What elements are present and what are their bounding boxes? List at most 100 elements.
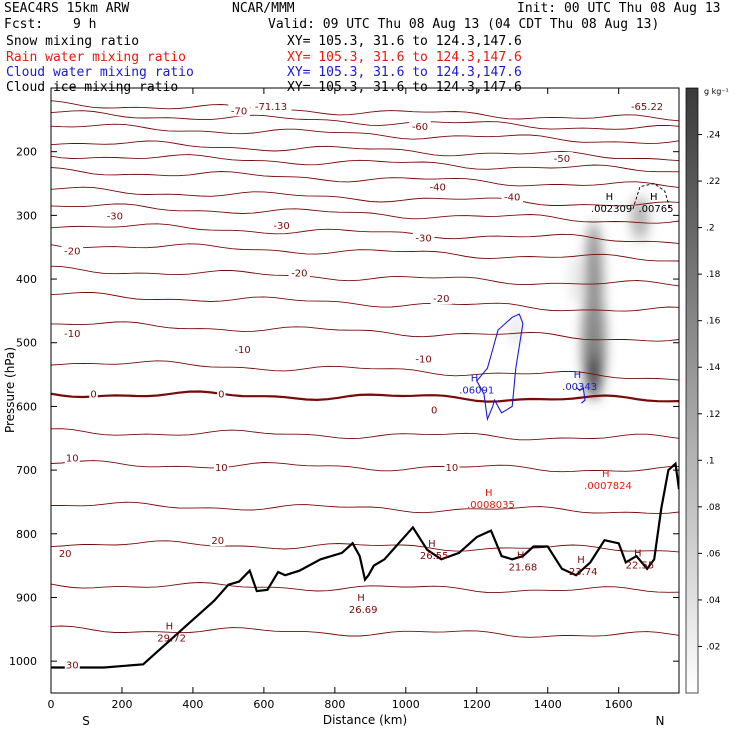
high-value-label: 26.55 xyxy=(420,551,449,562)
isotherm-contour xyxy=(51,265,679,287)
high-value-label: 26.69 xyxy=(349,605,378,616)
x-axis-right-end: N xyxy=(656,714,665,728)
isotherm-contour xyxy=(51,582,679,594)
high-value-label: .0007824 xyxy=(584,481,632,492)
contour-label-bg xyxy=(213,460,229,473)
field-cloudwater-name: Cloud water mixing ratio xyxy=(6,65,194,80)
colorbar-tick-label: .12 xyxy=(706,410,720,420)
isotherm-contour xyxy=(51,460,679,473)
forecast-label: Fcst: xyxy=(4,17,44,32)
colorbar-tick-label: .1 xyxy=(706,456,715,466)
contour-label-bg xyxy=(412,231,435,244)
field-rain-xy: XY= 105.3, 31.6 to 124.3,147.6 xyxy=(287,50,522,65)
high-marker: H xyxy=(606,192,614,203)
contour-label: -30 xyxy=(415,234,431,245)
high-value-label: .00343 xyxy=(562,382,597,393)
contour-label-bg xyxy=(57,546,73,559)
y-axis-label: Pressure (hPa) xyxy=(3,347,17,433)
x-tick-label: 0 xyxy=(48,698,55,711)
high-marker: H xyxy=(166,622,174,633)
y-tick-label: 200 xyxy=(16,146,37,159)
colorbar-tick-label: .06 xyxy=(706,549,721,559)
org-label: NCAR/MMM xyxy=(232,1,295,16)
contour-label-bg xyxy=(250,99,292,112)
x-tick-label: 1200 xyxy=(463,698,491,711)
colorbar-tick-label: .18 xyxy=(706,270,721,280)
contour-label: -10 xyxy=(64,329,80,340)
field-rain-name: Rain water mixing ratio xyxy=(6,50,187,65)
isotherm-contour xyxy=(51,428,679,441)
contour-label-bg xyxy=(430,292,453,305)
cloud-ice-contour xyxy=(632,183,671,210)
y-tick-label: 1000 xyxy=(9,655,37,668)
colorbar-tick-label: .04 xyxy=(706,596,721,606)
contour-label-bg xyxy=(501,190,523,203)
contour-label: -70 xyxy=(231,106,247,117)
isotherm-contour xyxy=(51,154,679,173)
contour-label-bg xyxy=(217,387,226,400)
cloud-water-contour xyxy=(575,386,586,404)
contour-label-bg xyxy=(429,403,439,416)
isotherm-contour xyxy=(51,140,679,162)
contour-label-bg xyxy=(551,152,573,165)
high-marker: H xyxy=(602,469,610,480)
high-marker: H xyxy=(574,370,582,381)
contour-label: 20 xyxy=(59,549,72,560)
contour-label-bg xyxy=(89,387,98,400)
valid-time: Valid: 09 UTC Thu 08 Aug 13 (04 CDT Thu … xyxy=(268,17,660,32)
isotherm-contour xyxy=(51,186,679,207)
y-tick-label: 600 xyxy=(16,400,37,413)
contour-label: -10 xyxy=(415,355,431,366)
freezing-level-contour xyxy=(51,390,679,403)
x-tick-label: 800 xyxy=(324,698,345,711)
x-axis-left-end: S xyxy=(82,714,90,728)
contour-label-bg xyxy=(412,352,435,365)
x-tick-label: 1400 xyxy=(534,698,562,711)
field-snow-xy: XY= 105.3, 31.6 to 124.3,147.6 xyxy=(287,34,522,49)
contour-label-bg xyxy=(231,343,254,356)
snow-shading-blob xyxy=(569,253,584,305)
colorbar-tick-label: .2 xyxy=(706,224,715,234)
isotherm-contour xyxy=(51,203,679,224)
model-title: SEAC4RS 15km ARW xyxy=(4,1,130,16)
high-marker: H xyxy=(471,373,479,384)
y-tick-label: 500 xyxy=(16,337,37,350)
high-marker: H xyxy=(517,550,525,561)
contour-label: -50 xyxy=(554,154,570,165)
colorbar-unit: g kg⁻¹ xyxy=(704,87,729,96)
contour-label: -65.22 xyxy=(631,102,663,113)
high-marker: H xyxy=(485,488,493,499)
contour-label-bg xyxy=(64,451,80,464)
colorbar-tick-label: .14 xyxy=(706,363,721,373)
field-cloudwater-xy: XY= 105.3, 31.6 to 124.3,147.6 xyxy=(287,65,522,80)
contour-label: -20 xyxy=(64,246,80,257)
high-value-label: 29.72 xyxy=(157,634,186,645)
contour-label-bg xyxy=(270,218,293,231)
x-axis-label: Distance (km) xyxy=(323,713,407,727)
y-tick-label: 900 xyxy=(16,591,37,604)
contour-label: 0 xyxy=(90,390,96,401)
isotherm-contour xyxy=(51,110,679,130)
terrain-line xyxy=(51,461,679,669)
contour-label: -30 xyxy=(273,221,289,232)
x-tick-label: 1000 xyxy=(392,698,420,711)
colorbar-tick-label: .02 xyxy=(706,642,720,652)
plot-frame xyxy=(50,87,680,694)
contour-label: -40 xyxy=(430,183,446,194)
contour-label: 20 xyxy=(211,536,224,547)
high-marker: H xyxy=(357,593,365,604)
snow-shading-blob xyxy=(508,314,523,346)
high-value-label: .002309 xyxy=(591,204,632,215)
snow-shading-blob xyxy=(584,221,603,362)
high-marker: H xyxy=(634,548,642,559)
snow-shading-blob xyxy=(631,196,649,241)
x-tick-label: 600 xyxy=(253,698,274,711)
contour-label: 0 xyxy=(218,390,224,401)
contour-label-bg xyxy=(228,104,250,117)
x-tick-label: 400 xyxy=(182,698,203,711)
colorbar-tick-label: .22 xyxy=(706,177,720,187)
y-tick-label: 800 xyxy=(16,528,37,541)
colorbar xyxy=(685,87,699,694)
contour-label-bg xyxy=(626,99,668,112)
